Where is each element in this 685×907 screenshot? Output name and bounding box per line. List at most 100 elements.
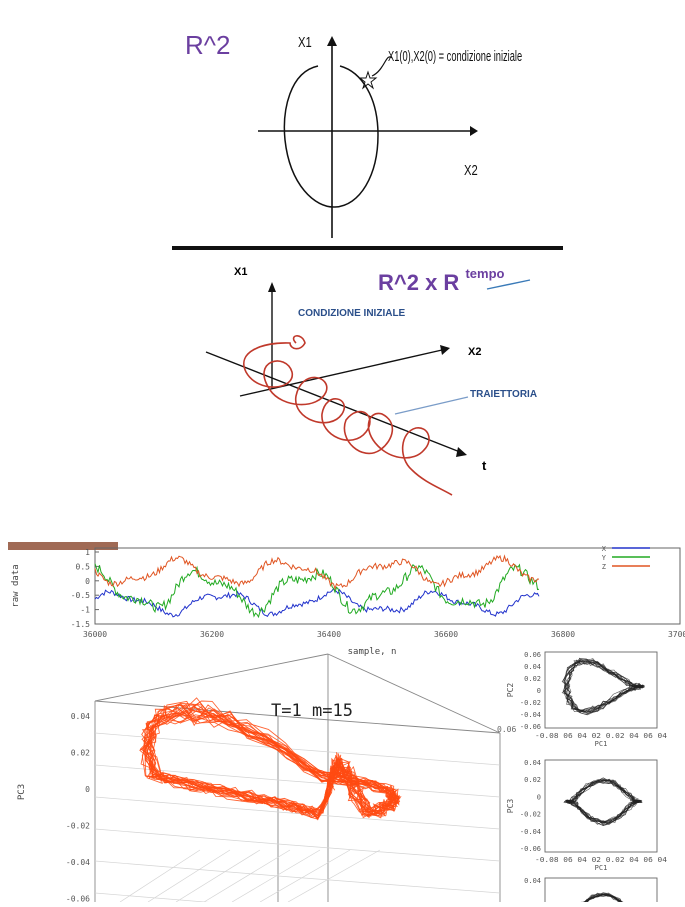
pca-pc1-pc3-loop <box>567 779 640 826</box>
attractor-loop <box>141 705 400 820</box>
pca-pc1-pc3-loop <box>563 777 642 826</box>
attractor-gridline <box>277 779 501 798</box>
pca-pc1-pc2-loop <box>565 661 644 715</box>
orbit-ellipse <box>283 65 379 208</box>
t-axis-3d <box>205 351 461 453</box>
attractor-gridline <box>94 860 279 877</box>
attractor-z-tick: 0.04 <box>71 712 90 721</box>
attractor-floor-gridline <box>287 849 381 903</box>
initial-condition-label: CONDIZIONE INIZIALE <box>298 308 406 319</box>
pca-pc1-pc3-loop <box>567 781 639 823</box>
attractor-gridline <box>277 875 501 894</box>
pca-pc1-pc2-frame <box>544 651 658 729</box>
raw-y-tick: -1 <box>80 606 90 615</box>
raw-legend-label: X <box>602 545 607 553</box>
attractor-loop <box>139 708 396 818</box>
raw-y-tick: 0 <box>85 577 90 586</box>
pca-pc1-pc3-loop <box>566 780 643 824</box>
attractor-loop <box>143 706 398 820</box>
raw-x-tick: 36200 <box>200 630 224 639</box>
raw-y-tick: -0.5 <box>71 591 90 600</box>
pca-pc1-pc3-plot: 0.04 0.02 0 -0.02 -0.04 -0.06 PC3 -0.08 06 04 0… <box>506 759 667 872</box>
attractor-z-tick: -0.06 <box>66 895 90 903</box>
pca-pc1-pc2-loop <box>561 659 643 713</box>
trajectory-label: TRAIETTORIA <box>470 389 538 400</box>
raw-y-tick: -1.5 <box>71 620 90 629</box>
mid-x1-label: X1 <box>234 266 248 278</box>
attractor-floor-gridline <box>259 849 351 903</box>
pca-pc1-pc2-x-ticks: -0.08 06 04 02 0.02 04 06 04 <box>535 732 667 740</box>
initial-condition-note: X1(0),X2(0) = condizione iniziale <box>388 48 523 65</box>
pca-pc1-pc2-y-tick: -0.06 <box>520 723 541 731</box>
pca-pc1-pc2-y-tick: 0.04 <box>524 663 541 671</box>
pca-pc1-pc3-y-tick: -0.02 <box>520 811 541 819</box>
trajectory-pointer <box>394 396 469 415</box>
attractor-gridline <box>277 747 501 766</box>
pca-third-plot: 0.040.02 <box>524 877 658 907</box>
top-x1-label: X1 <box>298 34 312 51</box>
mid-t-label: t <box>482 458 487 473</box>
x2-3d-arrowhead <box>440 345 450 355</box>
x1-arrowhead <box>327 36 337 46</box>
raw-y-tick: 0.5 <box>76 562 91 571</box>
x2-axis-3d <box>239 349 443 397</box>
pca-pc1-pc2-y-tick: -0.04 <box>520 711 541 719</box>
pca-third-y-tick: 0.04 <box>524 877 541 885</box>
video-corner-artifact <box>8 542 118 550</box>
attractor-loop <box>145 707 399 818</box>
note-pointer <box>371 56 393 77</box>
raw-series-z <box>94 554 540 591</box>
attractor-title: T=1 m=15 <box>271 701 353 721</box>
pca-pc1-pc3-xlabel: PC1 <box>595 864 608 872</box>
raw-x-tick: 36000 <box>83 630 107 639</box>
x2-arrowhead <box>470 126 478 136</box>
t-3d-arrowhead <box>456 447 467 457</box>
r2xr-title: R^2 x R tempo <box>378 266 504 296</box>
attractor-gridline <box>94 796 279 813</box>
whiteboard-panel: R^2 X1 X2 X1(0),X2(0) = condizione inizi… <box>172 30 563 496</box>
raw-y-tick: 1 <box>85 548 90 557</box>
pca-pc1-pc2-ylabel: PC2 <box>506 683 515 698</box>
pca-pc1-pc3-y-tick: 0.04 <box>524 759 541 767</box>
pca-pc1-pc3-x-ticks: -0.08 06 04 02 0.02 04 06 04 <box>535 856 667 864</box>
attractor-z-tick: -0.02 <box>66 822 90 831</box>
tempo-underline <box>486 279 531 290</box>
attractor-z-tick: -0.04 <box>66 858 90 867</box>
pca-pc1-pc3-loop <box>567 779 640 825</box>
pca-pc1-pc2-y-tick: 0 <box>537 687 541 695</box>
pca-pc1-pc3-loop <box>566 778 641 824</box>
attractor-edge-tick: 0.06 <box>497 725 516 734</box>
pca-pc1-pc3-y-tick: -0.06 <box>520 845 541 853</box>
raw-legend-label: Y <box>602 554 607 562</box>
pca-pc1-pc3-y-tick: 0 <box>537 793 541 801</box>
raw-plot-frame <box>94 547 681 625</box>
attractor-zlabel: PC3 <box>17 784 27 800</box>
pca-pc1-pc3-frame <box>544 759 658 853</box>
attractor-z-tick: 0.02 <box>71 749 90 758</box>
pca-pc1-pc3-ylabel: PC3 <box>506 799 515 814</box>
attractor-gridline <box>94 764 279 781</box>
attractor-gridline <box>94 828 279 845</box>
r2-title: R^2 <box>185 30 231 60</box>
plot-panel: 1 0.5 0 -0.5 -1 -1.5 36000 36200 36400 36600 3680… <box>0 520 685 907</box>
attractor-floor-gridline <box>231 849 321 903</box>
tempo-superscript: tempo <box>465 266 505 281</box>
raw-series-y <box>94 563 540 619</box>
plot-svg: 1 0.5 0 -0.5 -1 -1.5 36000 36200 36400 36600 3680… <box>8 542 685 907</box>
raw-ylabel: raw data <box>11 564 21 607</box>
pca-pc1-pc2-y-tick: -0.02 <box>520 699 541 707</box>
attractor-floor-gridline <box>203 849 291 903</box>
whiteboard-drawing <box>172 36 563 496</box>
attractor-z-tick: 0 <box>85 785 90 794</box>
attractor-gridline <box>94 732 279 749</box>
pca-pc1-pc2-xlabel: PC1 <box>595 740 608 748</box>
r2xr-title-main: R^2 x R <box>378 270 460 295</box>
raw-legend-label: Z <box>602 563 606 571</box>
mid-x2-label: X2 <box>468 346 482 358</box>
attractor-loop <box>147 697 402 817</box>
pca-pc1-pc3-y-tick: 0.02 <box>524 776 541 784</box>
attractor-gridline <box>277 843 501 862</box>
pca-pc1-pc2-y-tick: 0.06 <box>524 651 541 659</box>
raw-x-tick: 37000 <box>668 630 685 639</box>
initial-condition-star <box>358 70 378 90</box>
